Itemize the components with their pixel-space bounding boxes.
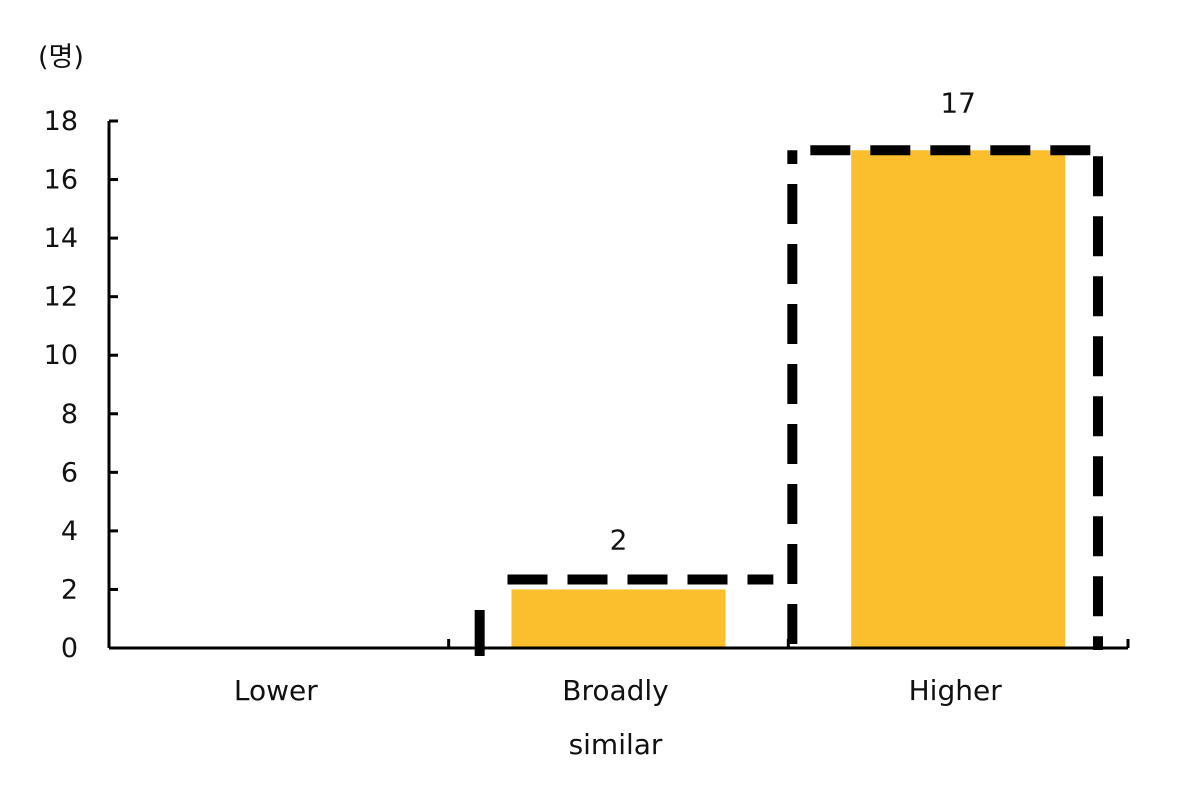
y-tick-label: 0 xyxy=(61,633,78,664)
y-axis: 0 2 4 6 8 10 12 14 16 18 xyxy=(44,106,118,664)
y-tick-label: 14 xyxy=(44,223,78,254)
x-category-label: Higher xyxy=(909,674,1003,707)
y-tick-label: 6 xyxy=(61,457,78,488)
y-tick-label: 18 xyxy=(44,106,78,137)
data-labels: 2 17 xyxy=(610,86,976,556)
bars xyxy=(511,150,1066,648)
category-labels: Lower Broadly similar Higher xyxy=(234,674,1002,761)
y-tick-label: 12 xyxy=(44,282,78,313)
x-category-label: similar xyxy=(569,728,663,761)
data-label: 17 xyxy=(940,86,976,119)
y-tick-label: 16 xyxy=(44,165,78,196)
x-axis xyxy=(109,639,1130,650)
bar-2 xyxy=(851,150,1066,648)
y-tick-label: 8 xyxy=(61,399,78,430)
y-unit-label: (명) xyxy=(38,42,84,73)
x-category-label: Broadly xyxy=(562,674,669,707)
y-tick-label: 10 xyxy=(44,340,78,371)
data-label: 2 xyxy=(610,523,628,556)
x-category-label: Lower xyxy=(234,674,318,707)
y-tick-label: 4 xyxy=(61,516,78,547)
dashed-outline xyxy=(474,145,1103,656)
y-tick-label: 2 xyxy=(61,574,78,605)
bar-1 xyxy=(511,589,726,648)
